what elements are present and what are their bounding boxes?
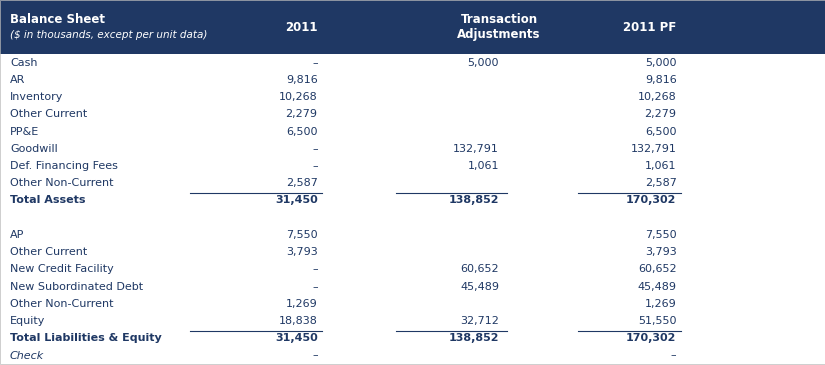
Text: 3,793: 3,793: [645, 247, 676, 257]
Text: 2011: 2011: [285, 20, 318, 34]
Text: 138,852: 138,852: [449, 196, 499, 205]
Text: Goodwill: Goodwill: [10, 144, 58, 154]
Text: Equity: Equity: [10, 316, 45, 326]
Text: Total Liabilities & Equity: Total Liabilities & Equity: [10, 333, 162, 343]
Text: Other Non-Current: Other Non-Current: [10, 299, 113, 309]
Text: Check: Check: [10, 350, 45, 361]
Text: 6,500: 6,500: [286, 127, 318, 137]
Text: –: –: [312, 58, 318, 68]
Text: 1,269: 1,269: [645, 299, 676, 309]
Text: 170,302: 170,302: [626, 196, 676, 205]
Text: –: –: [312, 161, 318, 171]
Text: 7,550: 7,550: [645, 230, 676, 240]
Text: –: –: [312, 264, 318, 274]
Text: 1,061: 1,061: [645, 161, 676, 171]
Text: Total Assets: Total Assets: [10, 196, 86, 205]
Text: 31,450: 31,450: [275, 333, 318, 343]
Text: 31,450: 31,450: [275, 196, 318, 205]
Text: 9,816: 9,816: [286, 75, 318, 85]
Text: PP&E: PP&E: [10, 127, 39, 137]
Text: 9,816: 9,816: [645, 75, 676, 85]
Text: 5,000: 5,000: [468, 58, 499, 68]
Text: 7,550: 7,550: [286, 230, 318, 240]
Text: 2,587: 2,587: [644, 178, 676, 188]
Text: 132,791: 132,791: [630, 144, 676, 154]
Text: 10,268: 10,268: [279, 92, 318, 102]
Text: 10,268: 10,268: [638, 92, 676, 102]
Text: 32,712: 32,712: [460, 316, 499, 326]
Text: Other Current: Other Current: [10, 247, 87, 257]
Text: 2,279: 2,279: [285, 110, 318, 119]
Text: 6,500: 6,500: [645, 127, 676, 137]
Text: Other Current: Other Current: [10, 110, 87, 119]
Text: 60,652: 60,652: [460, 264, 499, 274]
Text: Other Non-Current: Other Non-Current: [10, 178, 113, 188]
Text: –: –: [312, 282, 318, 292]
Text: 2,279: 2,279: [644, 110, 676, 119]
Text: AP: AP: [10, 230, 24, 240]
Text: 138,852: 138,852: [449, 333, 499, 343]
Text: 2011 PF: 2011 PF: [623, 20, 676, 34]
Text: 2,587: 2,587: [285, 178, 318, 188]
Text: ($ in thousands, except per unit data): ($ in thousands, except per unit data): [10, 30, 207, 40]
Text: New Subordinated Debt: New Subordinated Debt: [10, 282, 143, 292]
Text: 5,000: 5,000: [645, 58, 676, 68]
Text: 132,791: 132,791: [453, 144, 499, 154]
Text: 3,793: 3,793: [286, 247, 318, 257]
Text: New Credit Facility: New Credit Facility: [10, 264, 114, 274]
Text: 51,550: 51,550: [638, 316, 676, 326]
Text: 1,269: 1,269: [286, 299, 318, 309]
Bar: [0, 0, 825, 54]
Text: 1,061: 1,061: [468, 161, 499, 171]
Text: AR: AR: [10, 75, 26, 85]
Text: Balance Sheet: Balance Sheet: [10, 13, 105, 26]
Text: –: –: [312, 144, 318, 154]
Text: Cash: Cash: [10, 58, 37, 68]
Text: 60,652: 60,652: [638, 264, 676, 274]
Text: –: –: [312, 350, 318, 361]
Text: –: –: [671, 350, 676, 361]
Text: 45,489: 45,489: [638, 282, 676, 292]
Text: Transaction
Adjustments: Transaction Adjustments: [457, 13, 541, 41]
Text: 45,489: 45,489: [460, 282, 499, 292]
Text: Inventory: Inventory: [10, 92, 64, 102]
Text: 170,302: 170,302: [626, 333, 676, 343]
Text: Def. Financing Fees: Def. Financing Fees: [10, 161, 118, 171]
Text: 18,838: 18,838: [279, 316, 318, 326]
